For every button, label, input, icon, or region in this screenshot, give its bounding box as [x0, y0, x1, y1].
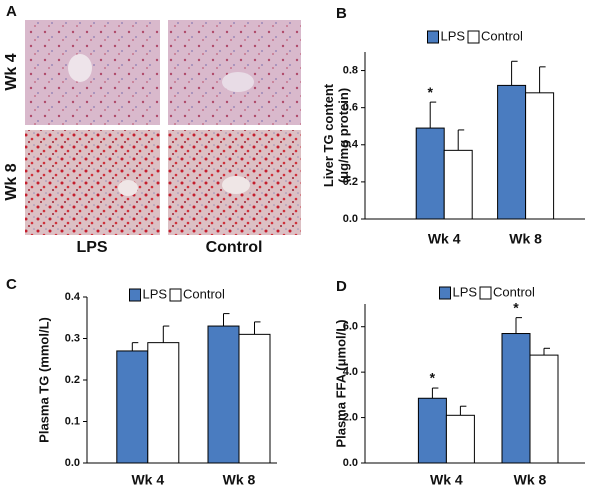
- x-tick-label: Wk 4: [428, 231, 461, 247]
- bar: [238, 333, 271, 464]
- x-tick-label: Wk 4: [131, 472, 164, 488]
- y-tick-label: 0.2: [343, 176, 358, 188]
- micrograph: [25, 130, 160, 235]
- legend-label: LPS: [441, 28, 466, 43]
- vessel: [222, 72, 254, 92]
- bar: [497, 84, 527, 220]
- y-tick-label: 0.2: [65, 374, 80, 386]
- row-label: Wk 4: [3, 53, 20, 90]
- vessel: [222, 176, 250, 194]
- y-axis-label: Liver TG content: [321, 83, 336, 187]
- y-tick-label: 0.8: [343, 64, 358, 76]
- bar: [116, 350, 149, 464]
- legend-swatch: [129, 288, 141, 302]
- y-tick-label: 6.0: [343, 321, 358, 333]
- legend-label: Control: [493, 284, 535, 299]
- y-tick-label: 4.0: [343, 366, 358, 378]
- panel-label: D: [336, 278, 347, 295]
- significance-marker: *: [430, 370, 436, 386]
- x-tick-label: Wk 8: [509, 231, 542, 247]
- vessel: [118, 180, 138, 196]
- y-tick-label: 0.3: [65, 332, 80, 344]
- y-tick-label: 0.0: [65, 457, 80, 469]
- legend-swatch: [439, 286, 451, 300]
- legend-label: Control: [183, 286, 225, 301]
- bar: [525, 92, 555, 220]
- x-tick-label: Wk 4: [430, 472, 463, 488]
- legend-swatch: [427, 30, 439, 44]
- y-axis-label: (μg/mg protein): [336, 88, 351, 183]
- legend-swatch: [479, 286, 492, 300]
- micrograph: [25, 20, 160, 125]
- significance-marker: *: [513, 299, 519, 315]
- y-tick-label: 2.0: [343, 411, 358, 423]
- bar: [501, 333, 531, 464]
- significance-marker: *: [427, 84, 433, 100]
- y-axis-label: Plasma TG (mmol/L): [36, 317, 51, 443]
- bar: [529, 354, 559, 464]
- legend-label: Control: [481, 28, 523, 43]
- bar: [443, 149, 473, 220]
- legend-label: LPS: [143, 286, 168, 301]
- y-tick-label: 0.4: [65, 291, 81, 303]
- y-tick-label: 0.1: [65, 415, 80, 427]
- y-tick-label: 0.0: [343, 457, 358, 469]
- x-tick-label: Wk 8: [514, 472, 547, 488]
- legend-label: LPS: [453, 284, 478, 299]
- column-label: LPS: [76, 239, 107, 256]
- bar: [415, 127, 445, 220]
- row-label: Wk 8: [3, 163, 20, 200]
- bar: [445, 414, 475, 464]
- x-tick-label: Wk 8: [223, 472, 256, 488]
- y-tick-label: 0.6: [343, 102, 358, 114]
- panel-label: C: [6, 276, 17, 293]
- vessel: [68, 54, 92, 82]
- y-tick-label: 0.4: [343, 139, 359, 151]
- legend-swatch: [467, 30, 480, 44]
- y-axis-label: Plasma FFA (μmol/L): [333, 319, 348, 447]
- panel-label: B: [336, 5, 347, 22]
- bar: [207, 325, 240, 464]
- y-tick-label: 0.0: [343, 213, 358, 225]
- legend-swatch: [169, 288, 182, 302]
- bar: [417, 397, 447, 464]
- bar: [147, 342, 180, 464]
- panel-label: A: [6, 3, 17, 20]
- column-label: Control: [206, 239, 263, 256]
